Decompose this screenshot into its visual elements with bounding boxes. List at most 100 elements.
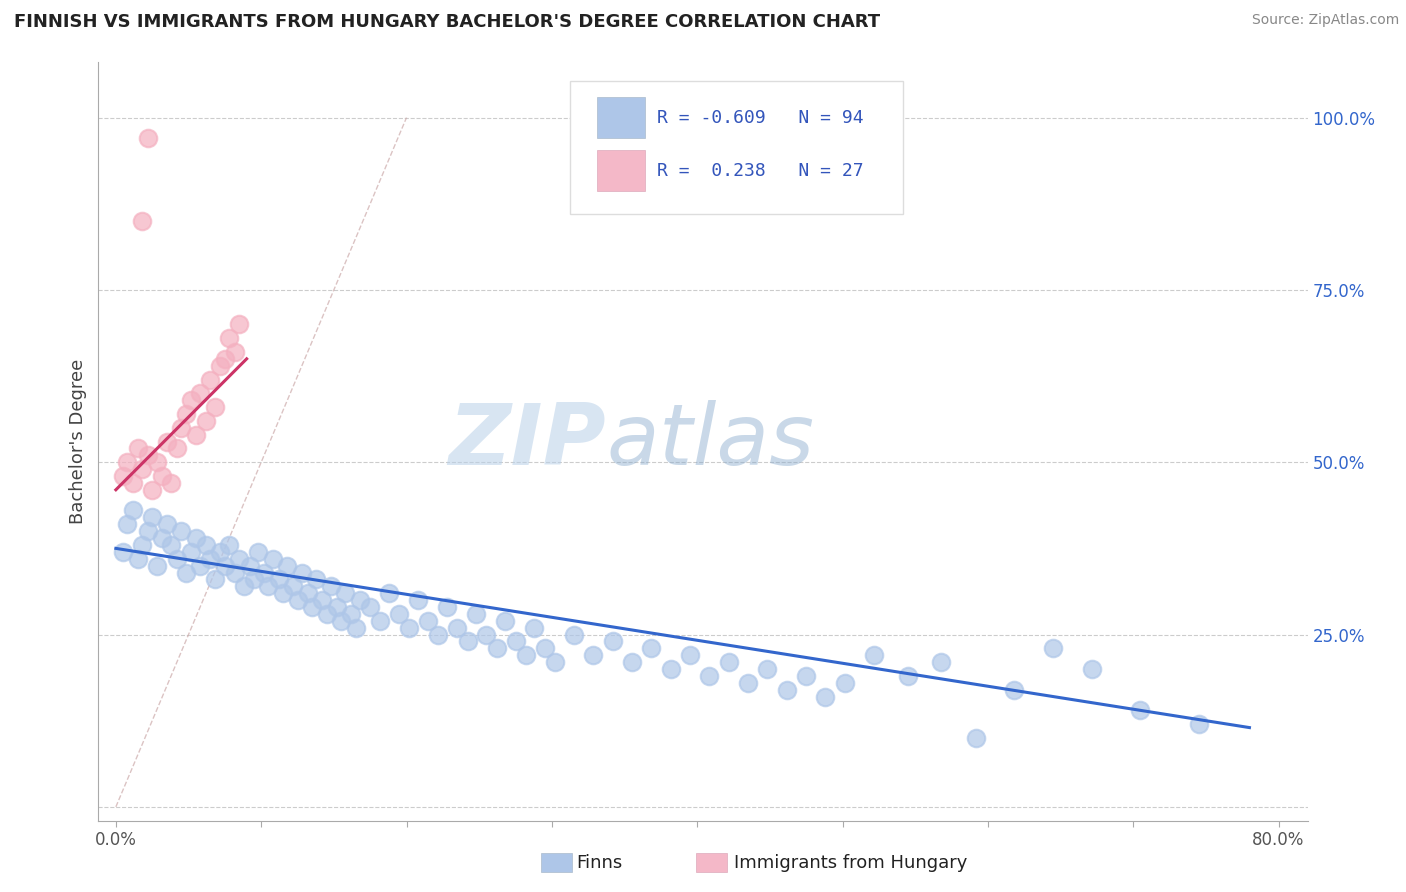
Point <box>131 462 153 476</box>
Point <box>200 372 222 386</box>
Point <box>150 469 173 483</box>
Point <box>131 214 153 228</box>
Point <box>814 690 837 704</box>
Point <box>224 345 246 359</box>
Point <box>276 558 298 573</box>
Point <box>214 351 236 366</box>
Point <box>776 682 799 697</box>
Text: R =  0.238   N = 27: R = 0.238 N = 27 <box>657 161 863 180</box>
Bar <box>596 96 645 138</box>
Point <box>239 558 262 573</box>
Point <box>267 573 290 587</box>
Point <box>131 538 153 552</box>
Point <box>406 593 429 607</box>
Point <box>301 599 323 614</box>
Point <box>127 442 149 456</box>
Point <box>344 621 367 635</box>
Point <box>659 662 682 676</box>
Point <box>505 634 527 648</box>
Point <box>194 538 217 552</box>
Point <box>1002 682 1025 697</box>
Point <box>475 627 498 641</box>
Point <box>965 731 987 745</box>
Point <box>931 655 953 669</box>
Text: atlas: atlas <box>606 400 814 483</box>
Point <box>160 475 183 490</box>
Point <box>326 599 349 614</box>
Point <box>697 669 720 683</box>
Point <box>640 641 662 656</box>
Text: ZIP: ZIP <box>449 400 606 483</box>
Point <box>156 517 179 532</box>
Point <box>228 551 250 566</box>
Point <box>209 545 232 559</box>
Point <box>184 427 207 442</box>
Point <box>136 448 159 462</box>
Point <box>228 318 250 332</box>
Point <box>271 586 294 600</box>
Point <box>214 558 236 573</box>
Point <box>145 558 167 573</box>
Point <box>170 524 193 538</box>
Point <box>287 593 309 607</box>
Point <box>166 551 188 566</box>
Point <box>897 669 920 683</box>
FancyBboxPatch shape <box>569 81 903 214</box>
Point <box>145 455 167 469</box>
Point <box>112 469 135 483</box>
Point <box>581 648 603 663</box>
Point <box>436 599 458 614</box>
Point <box>378 586 401 600</box>
Point <box>200 551 222 566</box>
Text: R = -0.609   N = 94: R = -0.609 N = 94 <box>657 109 863 127</box>
Text: Immigrants from Hungary: Immigrants from Hungary <box>734 854 967 871</box>
Point <box>523 621 546 635</box>
Point <box>544 655 567 669</box>
Point <box>319 579 342 593</box>
Point <box>224 566 246 580</box>
Point <box>359 599 381 614</box>
Point <box>297 586 319 600</box>
Point <box>1081 662 1104 676</box>
Point <box>794 669 817 683</box>
Point <box>174 407 197 421</box>
Point <box>755 662 778 676</box>
Point <box>349 593 371 607</box>
Point <box>283 579 305 593</box>
Point <box>311 593 333 607</box>
Point <box>112 545 135 559</box>
Point <box>166 442 188 456</box>
Y-axis label: Bachelor's Degree: Bachelor's Degree <box>69 359 87 524</box>
Point <box>834 675 856 690</box>
Point <box>156 434 179 449</box>
Point <box>170 421 193 435</box>
Point <box>562 627 585 641</box>
Point <box>315 607 337 621</box>
Point <box>737 675 759 690</box>
Point <box>150 531 173 545</box>
Point <box>127 551 149 566</box>
Point <box>418 614 440 628</box>
Point <box>141 510 163 524</box>
Point <box>188 386 211 401</box>
Point <box>136 131 159 145</box>
Point <box>117 455 139 469</box>
Point <box>340 607 363 621</box>
Point <box>194 414 217 428</box>
Point <box>1187 717 1209 731</box>
Point <box>679 648 702 663</box>
Point <box>398 621 420 635</box>
Point <box>291 566 314 580</box>
Point <box>485 641 508 656</box>
Point <box>533 641 555 656</box>
Point <box>180 545 202 559</box>
Point <box>620 655 643 669</box>
Point <box>204 573 226 587</box>
Point <box>136 524 159 538</box>
Bar <box>596 150 645 191</box>
Point <box>305 573 328 587</box>
Point <box>232 579 254 593</box>
Point <box>457 634 479 648</box>
Point <box>247 545 270 559</box>
Point <box>174 566 197 580</box>
